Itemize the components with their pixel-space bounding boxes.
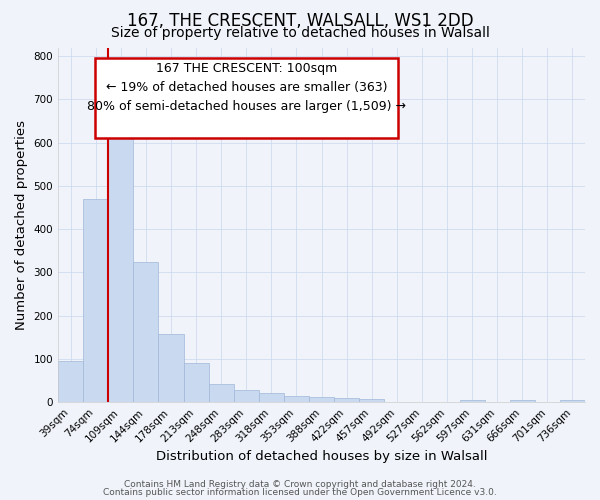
Bar [108,123,133,402]
Text: 167, THE CRESCENT, WALSALL, WS1 2DD: 167, THE CRESCENT, WALSALL, WS1 2DD [127,12,473,30]
Bar [133,262,158,402]
Text: Size of property relative to detached houses in Walsall: Size of property relative to detached ho… [110,26,490,40]
Bar [284,396,309,402]
Bar [460,400,485,402]
Bar [83,199,108,402]
Text: Contains HM Land Registry data © Crown copyright and database right 2024.: Contains HM Land Registry data © Crown c… [124,480,476,489]
Bar [233,390,259,402]
Text: Contains public sector information licensed under the Open Government Licence v3: Contains public sector information licen… [103,488,497,497]
Bar [209,384,233,402]
Bar [259,392,284,402]
Text: 167 THE CRESCENT: 100sqm
← 19% of detached houses are smaller (363)
80% of semi-: 167 THE CRESCENT: 100sqm ← 19% of detach… [87,62,406,113]
X-axis label: Distribution of detached houses by size in Walsall: Distribution of detached houses by size … [156,450,487,462]
Bar [184,364,209,402]
FancyBboxPatch shape [95,58,398,138]
Bar [158,334,184,402]
Bar [359,399,384,402]
Bar [58,361,83,402]
Bar [309,397,334,402]
Bar [510,400,535,402]
Bar [560,400,585,402]
Bar [334,398,359,402]
Y-axis label: Number of detached properties: Number of detached properties [15,120,28,330]
